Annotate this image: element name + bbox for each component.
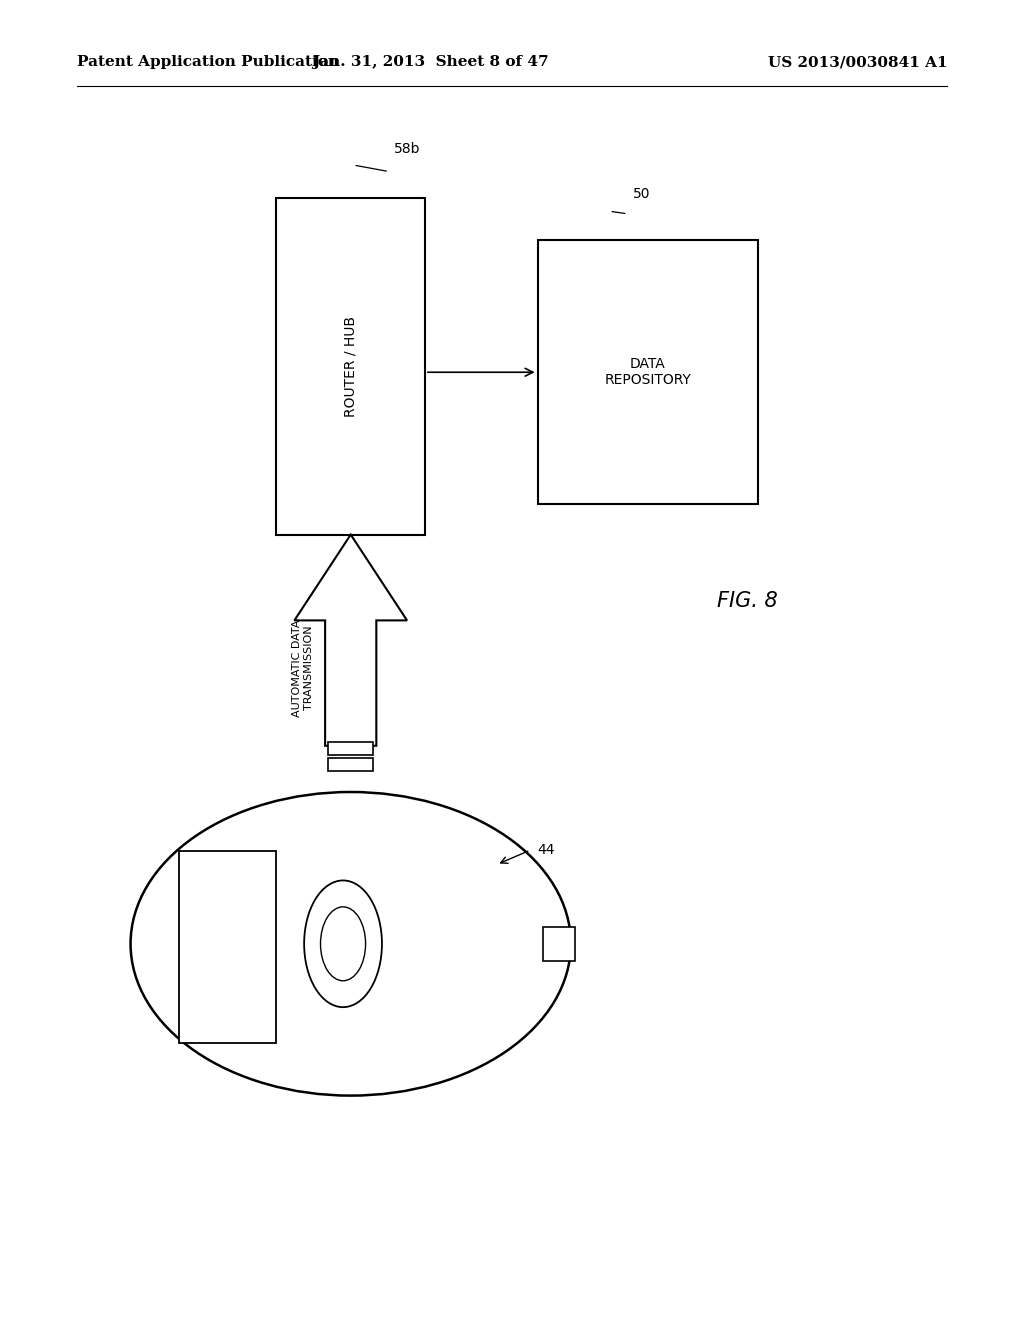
Text: DATA
REPOSITORY: DATA REPOSITORY bbox=[604, 358, 691, 387]
Bar bbox=[328, 758, 373, 771]
Polygon shape bbox=[295, 535, 408, 746]
Bar bbox=[276, 198, 425, 535]
Text: 58b: 58b bbox=[394, 141, 421, 156]
Text: 50: 50 bbox=[633, 186, 650, 201]
Text: FIG. 8: FIG. 8 bbox=[717, 590, 778, 611]
Text: US 2013/0030841 A1: US 2013/0030841 A1 bbox=[768, 55, 947, 70]
Bar bbox=[543, 927, 575, 961]
Ellipse shape bbox=[131, 792, 571, 1096]
Text: Patent Application Publication: Patent Application Publication bbox=[77, 55, 339, 70]
Ellipse shape bbox=[321, 907, 366, 981]
Text: AUTOMATIC DATA
TRANSMISSION: AUTOMATIC DATA TRANSMISSION bbox=[292, 619, 314, 717]
Text: ROUTER / HUB: ROUTER / HUB bbox=[344, 315, 357, 417]
Text: Jan. 31, 2013  Sheet 8 of 47: Jan. 31, 2013 Sheet 8 of 47 bbox=[311, 55, 549, 70]
Ellipse shape bbox=[304, 880, 382, 1007]
Bar bbox=[179, 851, 276, 1043]
Bar bbox=[538, 240, 758, 504]
Bar bbox=[328, 742, 373, 755]
Text: 44: 44 bbox=[538, 843, 555, 857]
